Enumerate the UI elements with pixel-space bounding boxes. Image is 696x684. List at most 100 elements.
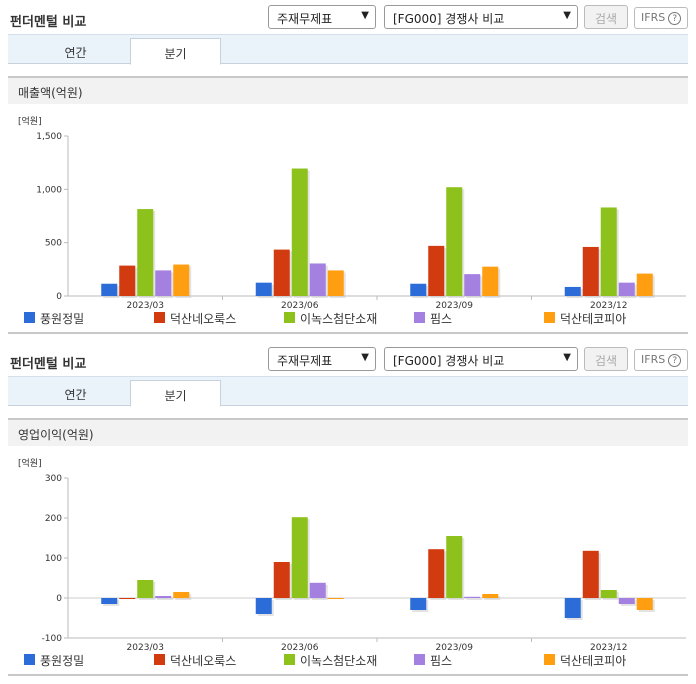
period-tabs: 연간 분기 [8, 376, 688, 407]
y-tick-label: 200 [45, 514, 62, 524]
metric-select[interactable]: 주재무제표 ▼ [268, 5, 376, 29]
legend-label: 이녹스첨단소재 [300, 654, 378, 668]
ifrs-help-button[interactable]: IFRS? [634, 349, 688, 371]
bar [155, 270, 172, 296]
bar [428, 245, 445, 296]
panel-revenue: 펀더멘털 비교 주재무제표 ▼ [FG000] 경쟁사 비교 ▼ 검색 IFRS… [0, 0, 696, 334]
legend-label: 덕산테코피아 [560, 312, 627, 326]
bar [600, 590, 617, 598]
bar-shadow [157, 598, 174, 600]
y-tick-label: 0 [56, 594, 62, 604]
bar [618, 598, 635, 604]
legend-label: 덕산네오룩스 [170, 312, 237, 326]
ifrs-label: IFRS [641, 353, 666, 366]
legend-label: 핌스 [430, 312, 453, 326]
section-title: 영업이익(억원) [8, 418, 688, 446]
bar [327, 598, 344, 599]
chart-legend: 풍원정밀 덕산네오룩스 이녹스첨단소재 핌스 덕산테코피아 [0, 652, 680, 668]
group-select-value: [FG000] 경쟁사 비교 [393, 12, 505, 26]
unit-label: [억원] [18, 115, 42, 127]
metric-select-value: 주재무제표 [277, 12, 333, 26]
bar [273, 249, 290, 296]
bar [309, 582, 326, 598]
tab-quarterly[interactable]: 분기 [130, 380, 221, 407]
x-tick-label: 2023/09 [436, 643, 474, 653]
legend-swatch [544, 654, 555, 665]
panel-operating-profit: 펀더멘털 비교 주재무제표 ▼ [FG000] 경쟁사 비교 ▼ 검색 IFRS… [0, 342, 696, 676]
bar [119, 265, 136, 296]
bar [273, 562, 290, 598]
bar [255, 282, 272, 296]
legend-swatch [154, 654, 165, 665]
bar [291, 517, 308, 598]
bar [101, 598, 118, 604]
panel-title: 펀더멘털 비교 [10, 357, 87, 372]
ifrs-help-button[interactable]: IFRS? [634, 7, 688, 29]
legend-label: 이녹스첨단소재 [300, 312, 378, 326]
y-tick-label: 0 [56, 292, 62, 302]
section-title: 매출액(억원) [8, 76, 688, 104]
chevron-down-icon: ▼ [361, 10, 369, 21]
legend-swatch [154, 312, 165, 323]
bar [101, 283, 118, 296]
bar [636, 598, 653, 610]
legend-swatch [284, 312, 295, 323]
x-tick-label: 2023/06 [281, 301, 319, 311]
x-tick-label: 2023/06 [281, 643, 319, 653]
x-tick-label: 2023/03 [127, 643, 164, 653]
group-select-value: [FG000] 경쟁사 비교 [393, 354, 505, 368]
bar [482, 266, 499, 296]
x-tick-label: 2023/12 [590, 643, 627, 653]
chevron-down-icon: ▼ [361, 352, 369, 363]
divider [8, 674, 688, 676]
legend-label: 덕산테코피아 [560, 654, 627, 668]
chart-legend: 풍원정밀 덕산네오룩스 이녹스첨단소재 핌스 덕산테코피아 [0, 310, 680, 326]
bar [309, 263, 326, 296]
bar [564, 598, 581, 618]
group-select[interactable]: [FG000] 경쟁사 비교 ▼ [384, 347, 578, 371]
divider [8, 332, 688, 334]
tab-annual[interactable]: 연간 [64, 46, 87, 60]
group-select[interactable]: [FG000] 경쟁사 비교 ▼ [384, 5, 578, 29]
search-button[interactable]: 검색 [584, 347, 628, 371]
y-tick-label: 1,000 [36, 185, 62, 195]
bar [446, 187, 463, 296]
panel-header: 펀더멘털 비교 주재무제표 ▼ [FG000] 경쟁사 비교 ▼ 검색 IFRS… [0, 342, 696, 376]
revenue-bar-chart: [억원] 0 500 1,000 1,500 2023/03 2023/06 2023/09 2… [18, 115, 686, 311]
y-tick-label: 100 [45, 554, 62, 564]
x-tick-label: 2023/03 [127, 301, 164, 311]
bar [410, 598, 427, 610]
search-button[interactable]: 검색 [584, 5, 628, 29]
bar [173, 264, 190, 296]
x-tick-label: 2023/09 [436, 301, 474, 311]
metric-select[interactable]: 주재무제표 ▼ [268, 347, 376, 371]
panel-header: 펀더멘털 비교 주재무제표 ▼ [FG000] 경쟁사 비교 ▼ 검색 IFRS… [0, 0, 696, 34]
bar [446, 536, 463, 598]
panel-title: 펀더멘털 비교 [10, 15, 87, 30]
chevron-down-icon: ▼ [563, 352, 571, 363]
help-icon: ? [668, 12, 682, 25]
chart-area: [억원] 0 500 1,000 1,500 2023/03 2023/06 2023/09 2… [8, 104, 688, 312]
bar [636, 273, 653, 296]
bar [173, 592, 190, 598]
bar [564, 286, 581, 296]
y-tick-label: 1,500 [36, 132, 62, 142]
legend-label: 풍원정밀 [40, 312, 85, 326]
bar [291, 168, 308, 296]
tab-annual[interactable]: 연간 [64, 388, 87, 402]
legend-swatch [414, 654, 425, 665]
metric-select-value: 주재무제표 [277, 354, 333, 368]
chevron-down-icon: ▼ [563, 10, 571, 21]
y-tick-label: 500 [45, 239, 62, 249]
legend-label: 핌스 [430, 654, 453, 668]
bar [410, 283, 427, 296]
ifrs-label: IFRS [641, 11, 666, 24]
bar [600, 207, 617, 296]
legend-swatch [24, 312, 35, 323]
period-tabs: 연간 분기 [8, 34, 688, 65]
help-icon: ? [668, 354, 682, 367]
bar [582, 550, 599, 598]
unit-label: [억원] [18, 457, 42, 469]
tab-quarterly[interactable]: 분기 [130, 38, 221, 65]
legend-swatch [544, 312, 555, 323]
